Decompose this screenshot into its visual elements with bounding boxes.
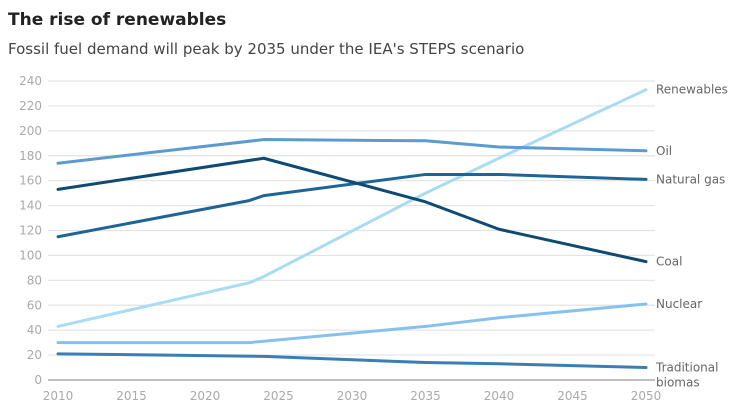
chart-title: The rise of renewables xyxy=(8,10,227,30)
x-tick-label: 2025 xyxy=(263,389,294,403)
y-tick-label: 100 xyxy=(19,248,42,262)
y-tick-label: 120 xyxy=(19,224,42,238)
x-tick-label: 2035 xyxy=(410,389,441,403)
series-label: Natural gas xyxy=(656,172,725,186)
series-label: Nuclear xyxy=(656,297,702,311)
y-tick-label: 200 xyxy=(19,124,42,138)
series-label: Coal xyxy=(656,255,682,269)
series-line-oil xyxy=(56,138,648,165)
y-tick-label: 240 xyxy=(19,74,42,88)
chart-subtitle: Fossil fuel demand will peak by 2035 und… xyxy=(8,40,525,58)
y-tick-label: 140 xyxy=(19,199,42,213)
x-tick-label: 2050 xyxy=(631,389,662,403)
x-tick-label: 2045 xyxy=(557,389,588,403)
series-line-renewables xyxy=(56,88,648,328)
series-label: Renewables xyxy=(656,83,728,97)
y-tick-label: 180 xyxy=(19,149,42,163)
x-tick-label: 2010 xyxy=(43,389,74,403)
series-line-nuclear xyxy=(56,302,648,345)
series-line-coal xyxy=(56,156,648,264)
x-tick-label: 2030 xyxy=(337,389,368,403)
y-tick-label: 40 xyxy=(27,323,42,337)
series-label: Traditional biomas xyxy=(655,361,718,390)
y-tick-label: 60 xyxy=(27,298,42,312)
y-tick-label: 220 xyxy=(19,99,42,113)
x-tick-label: 2040 xyxy=(484,389,515,403)
series-line-traditional-biomas xyxy=(56,352,648,370)
series-line-natural-gas xyxy=(56,172,648,239)
y-tick-label: 20 xyxy=(27,348,42,362)
series-label: Oil xyxy=(656,144,672,158)
y-tick-label: 0 xyxy=(34,373,42,387)
x-tick-label: 2020 xyxy=(190,389,221,403)
y-tick-label: 80 xyxy=(27,273,42,287)
y-tick-label: 160 xyxy=(19,174,42,188)
x-tick-label: 2015 xyxy=(116,389,147,403)
